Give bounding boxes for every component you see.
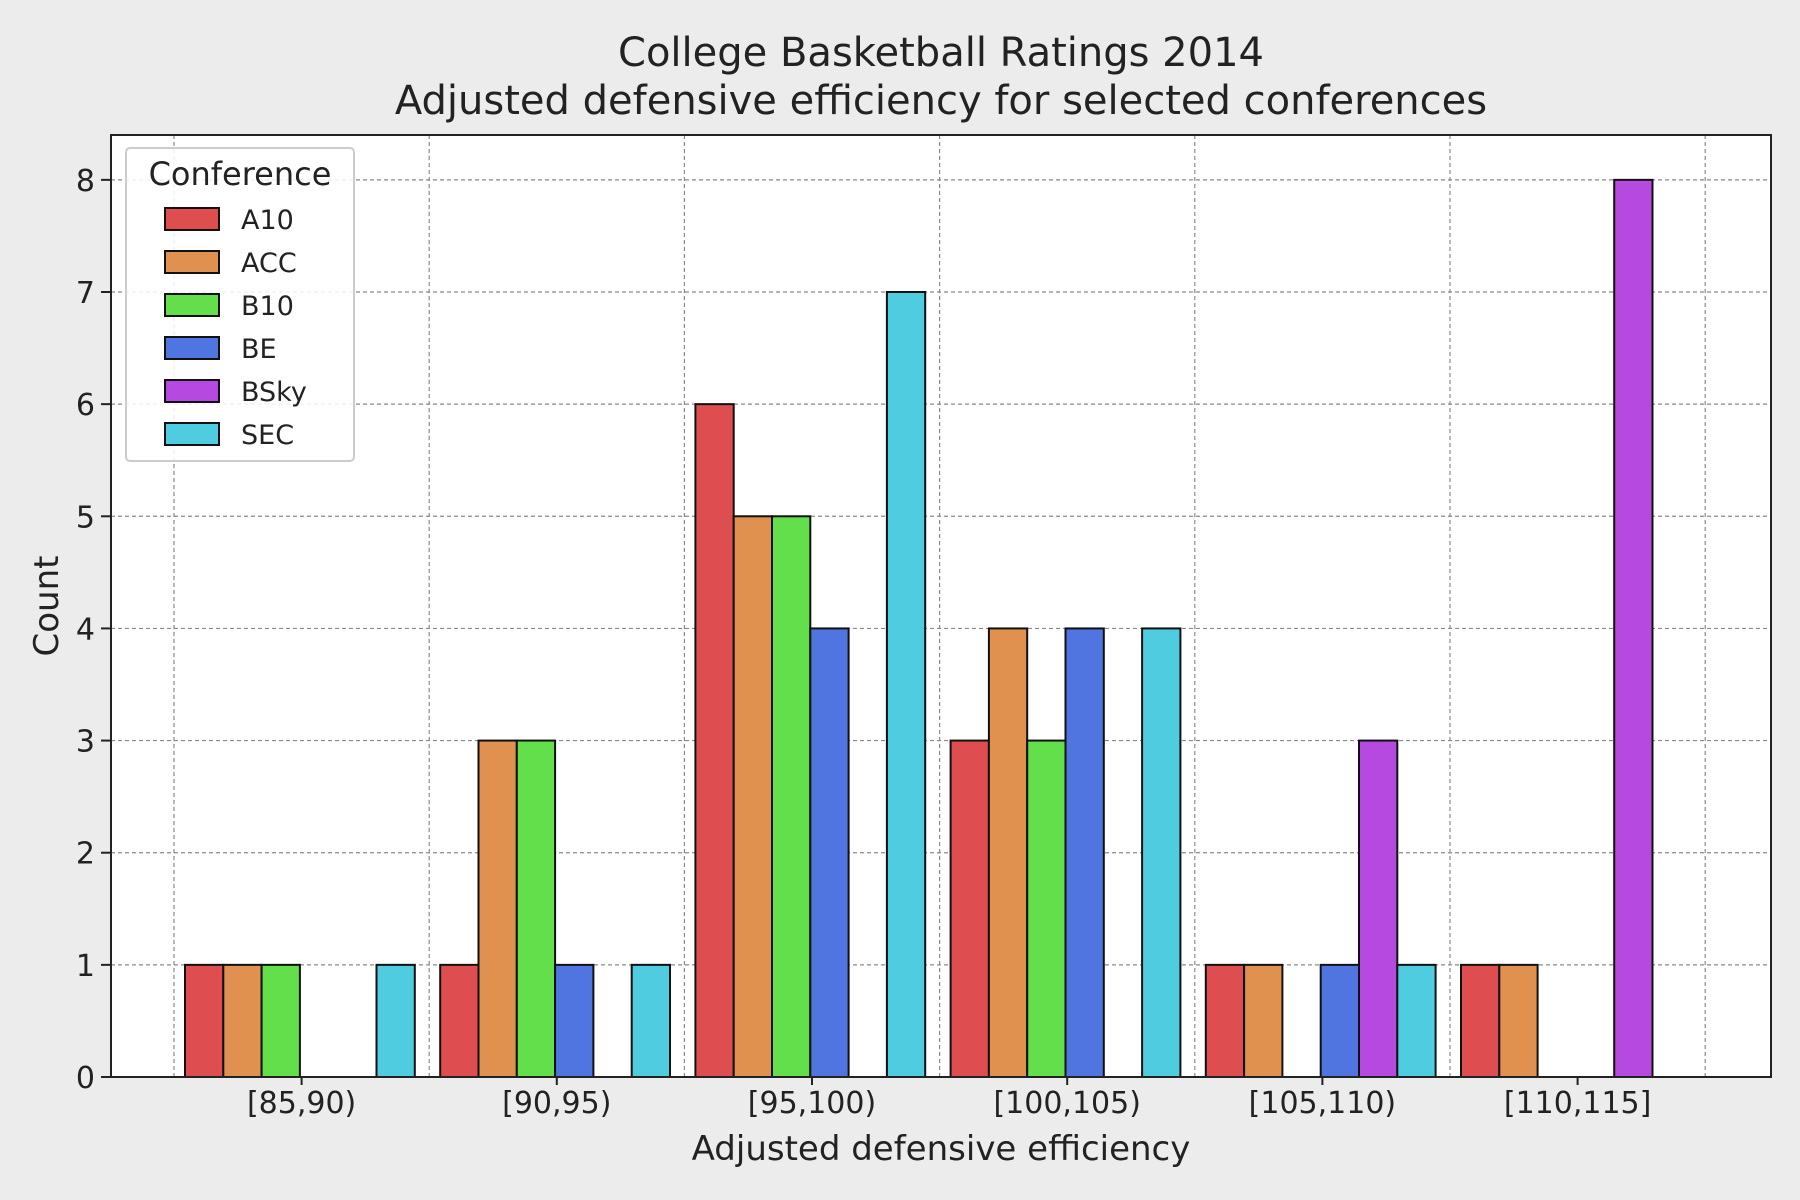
x-tick-label: [105,110) — [1249, 1086, 1396, 1121]
y-tick-label: 8 — [76, 164, 95, 199]
y-axis-label: Count — [27, 556, 67, 657]
bar-be-4 — [1319, 963, 1360, 1078]
legend-swatch-b10 — [164, 293, 220, 317]
legend-label-a10: A10 — [241, 205, 294, 236]
bar-sec-0 — [375, 963, 416, 1078]
legend-swatch-a10 — [164, 207, 220, 231]
legend-label-acc: ACC — [241, 248, 297, 279]
legend-swatch-be — [164, 336, 220, 360]
bar-b10-3 — [1026, 739, 1067, 1078]
bar-acc-1 — [477, 739, 518, 1078]
y-tick-label: 4 — [76, 612, 95, 647]
plot-area — [111, 135, 1771, 1077]
x-tick-label: [85,90) — [247, 1086, 356, 1121]
x-tick-label: [110,115] — [1504, 1086, 1651, 1121]
axis-ticks: 0 1 2 3 4 5 6 7 8 [85,90) [90,95) [95,100) [100,105)… — [76, 164, 1651, 1121]
legend-box — [125, 147, 355, 462]
bar-b10-2 — [771, 515, 812, 1078]
plot-frame — [110, 134, 1772, 1078]
x-axis-label: Adjusted defensive efficiency — [692, 1129, 1191, 1169]
legend-label-be: BE — [241, 334, 277, 365]
bar-a10-1 — [439, 963, 480, 1078]
grid-lines — [111, 135, 1771, 1078]
bar-be-3 — [1064, 627, 1105, 1079]
bar-a10-3 — [949, 739, 990, 1078]
legend-swatch-bsky — [164, 379, 220, 403]
bar-a10-4 — [1204, 963, 1246, 1078]
chart-subtitle: Adjusted defensive efficiency for select… — [395, 78, 1487, 124]
bar-b10-0 — [260, 963, 301, 1078]
bar-a10-2 — [694, 403, 735, 1078]
bar-acc-2 — [732, 515, 774, 1078]
bar-acc-5 — [1498, 963, 1539, 1078]
chart-title: College Basketball Ratings 2014 — [618, 30, 1264, 76]
legend-items: A10 ACC B10 BE BSky SEC — [164, 205, 307, 451]
legend-swatch-sec — [164, 422, 220, 446]
y-tick-label: 1 — [76, 949, 95, 984]
y-tick-label: 6 — [76, 388, 95, 423]
y-tick-label: 3 — [76, 725, 95, 760]
bar-acc-0 — [222, 963, 263, 1078]
x-tick-label: [100,105) — [993, 1086, 1140, 1121]
bars — [184, 178, 1654, 1079]
legend-title: Conference — [149, 155, 332, 193]
bar-b10-1 — [515, 739, 557, 1078]
bar-bsky-5 — [1613, 178, 1654, 1079]
legend: Conference A10 ACC B10 BE BSky SEC — [125, 147, 355, 462]
bar-be-2 — [809, 627, 850, 1079]
x-tick-label: [90,95) — [502, 1086, 611, 1121]
legend-swatch-acc — [164, 250, 220, 274]
bar-be-1 — [554, 963, 595, 1078]
bar-a10-0 — [184, 963, 225, 1078]
legend-label-bsky: BSky — [241, 377, 307, 408]
legend-label-sec: SEC — [241, 420, 294, 451]
y-tick-label: 7 — [76, 276, 95, 311]
bar-sec-1 — [630, 963, 672, 1078]
x-tick-label: [95,100) — [748, 1086, 876, 1121]
bar-acc-4 — [1243, 963, 1284, 1078]
legend-label-b10: B10 — [241, 291, 294, 322]
bar-bsky-4 — [1358, 739, 1399, 1078]
bar-sec-3 — [1141, 627, 1182, 1079]
bar-a10-5 — [1460, 963, 1501, 1078]
bar-sec-4 — [1396, 963, 1437, 1078]
bar-sec-2 — [885, 291, 927, 1078]
y-tick-label: 0 — [76, 1061, 95, 1096]
y-tick-label: 5 — [76, 500, 95, 535]
bar-acc-3 — [987, 627, 1029, 1079]
y-tick-label: 2 — [76, 837, 95, 872]
